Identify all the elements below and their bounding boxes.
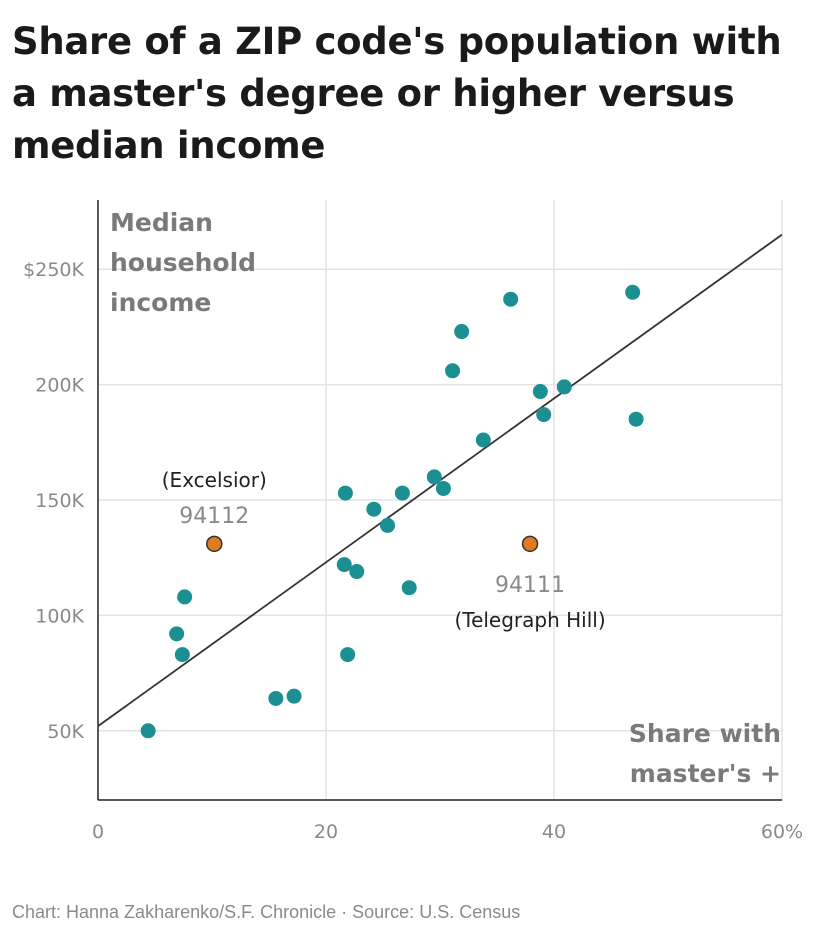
data-point (556, 379, 572, 395)
data-point (394, 485, 410, 501)
data-point (380, 517, 396, 533)
data-point (503, 291, 519, 307)
highlight-zip-label: 94112 (179, 504, 249, 529)
y-tick-label: 100K (35, 605, 84, 627)
data-point (169, 626, 185, 642)
data-point (426, 469, 442, 485)
highlight-point (521, 535, 539, 553)
data-point (435, 480, 451, 496)
axis-title-line: income (110, 288, 211, 317)
chart-credit: Chart: Hanna Zakharenko/S.F. Chronicle ·… (12, 902, 521, 922)
data-point (177, 589, 193, 605)
y-tick-label: 150K (35, 490, 84, 512)
y-axis-title: Median household income (110, 208, 256, 317)
data-point (337, 485, 353, 501)
data-point (349, 564, 365, 580)
highlight-name-label: (Telegraph Hill) (454, 608, 605, 632)
x-axis-title: Share with master's + (629, 719, 781, 788)
data-point (366, 501, 382, 517)
data-point (454, 324, 470, 340)
y-tick-label: 200K (35, 375, 84, 397)
gridlines (98, 200, 783, 800)
highlight-zip-label: 94111 (495, 573, 565, 598)
data-point (286, 688, 302, 704)
data-point (628, 411, 644, 427)
data-point (475, 432, 491, 448)
scatter-chart: 50K 100K 150K 200K $250K 0 20 40 60% (Excelsior)… (23, 200, 803, 843)
tick-labels: 50K 100K 150K 200K $250K 0 20 40 60% (23, 259, 803, 843)
x-tick-label: 60% (761, 821, 803, 843)
x-tick-label: 0 (92, 821, 104, 843)
axes (97, 200, 782, 801)
data-point (401, 580, 417, 596)
data-point (140, 723, 156, 739)
y-tick-label: $250K (23, 259, 84, 281)
highlight-name-label: (Excelsior) (162, 468, 267, 492)
highlighted-points: (Excelsior) 94112 (Telegraph Hill) 94111 (162, 468, 606, 632)
data-points (140, 284, 644, 739)
data-point (336, 557, 352, 573)
axis-title-line: household (110, 248, 256, 277)
data-point (445, 363, 461, 379)
axis-title-line: master's + (630, 759, 781, 788)
data-point (340, 647, 356, 663)
highlight-point (206, 535, 223, 553)
data-point (268, 690, 284, 706)
axis-title-line: Share with (629, 719, 781, 748)
y-tick-label: 50K (47, 721, 84, 743)
x-tick-label: 40 (542, 821, 566, 843)
data-point (532, 384, 548, 400)
axis-titles: Median household income Share with master's… (110, 208, 781, 788)
data-point (536, 407, 552, 423)
chart-title: Share of a ZIP code's population with a … (12, 20, 782, 167)
data-point (625, 284, 641, 300)
axis-title-line: Median (110, 208, 213, 237)
x-tick-label: 20 (314, 821, 338, 843)
data-point (174, 647, 190, 663)
